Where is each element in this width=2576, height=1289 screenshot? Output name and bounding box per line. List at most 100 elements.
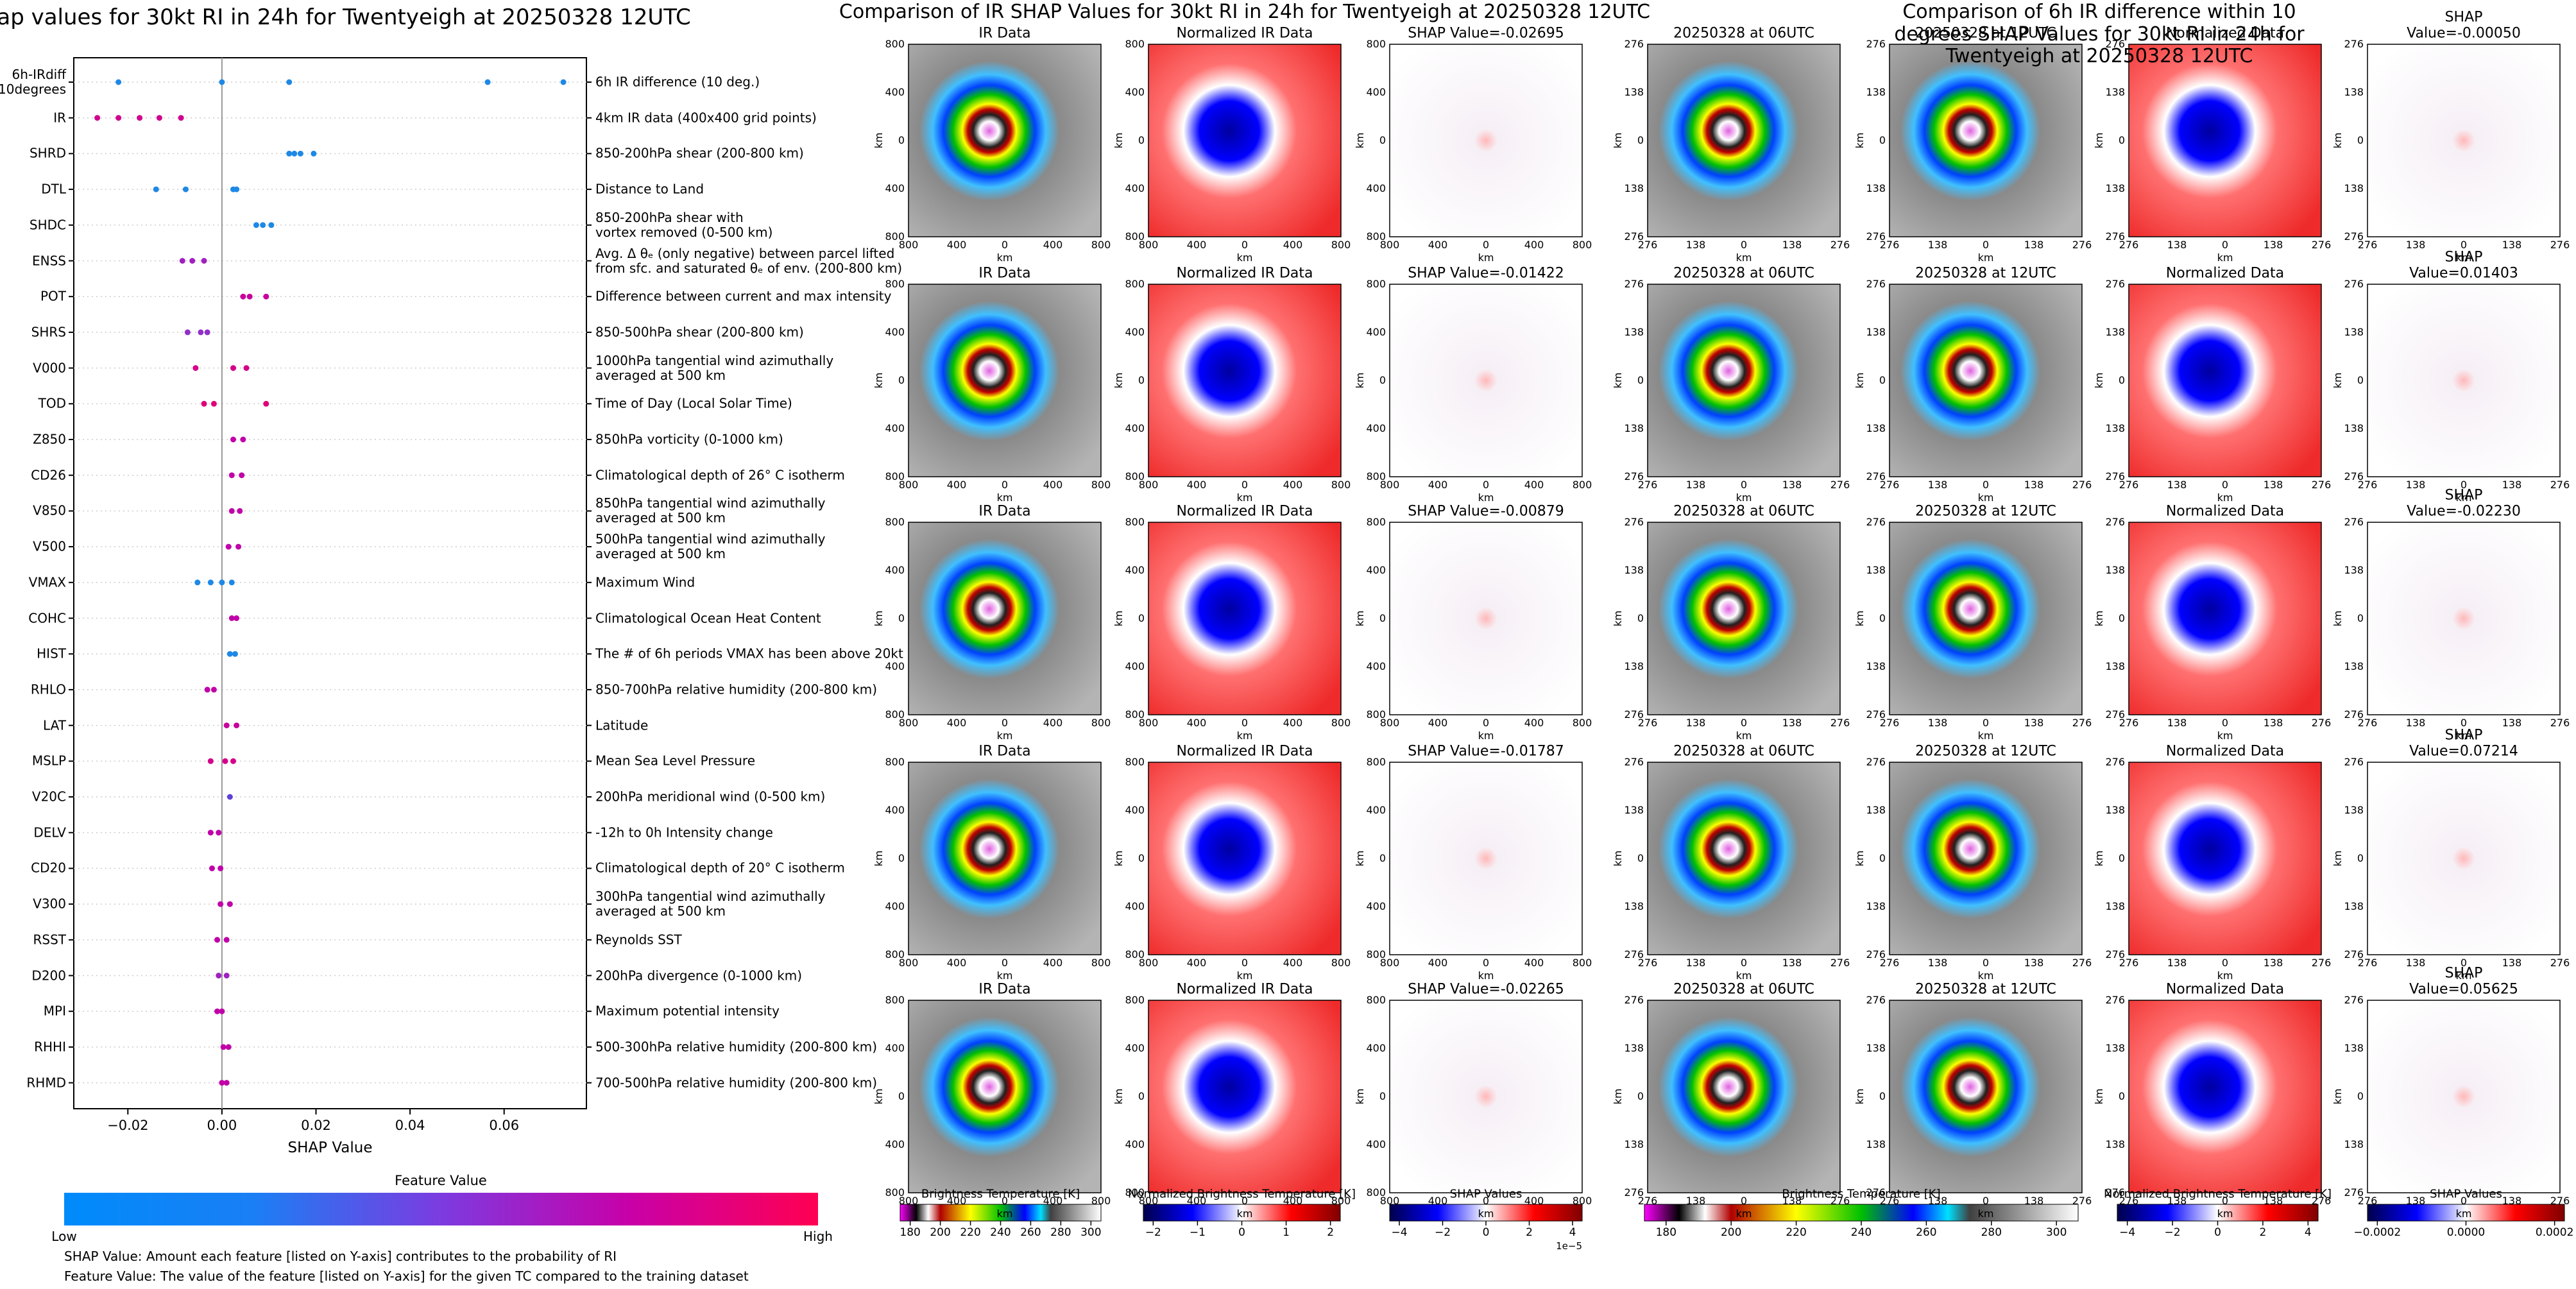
panel-title: Normalized IR Data — [1176, 25, 1313, 42]
panel-x-tick: 138 — [2167, 239, 2187, 251]
panel-x-tick: 800 — [898, 717, 919, 729]
colorbar-label: Brightness Temperature [K] — [921, 1187, 1080, 1201]
panel-y-tick: 400 — [1366, 803, 1386, 816]
panel-y-tick: 276 — [1866, 1186, 1886, 1199]
panel-y-tick: 276 — [1866, 515, 1886, 528]
x-axis-label: SHAP Value — [287, 1140, 373, 1156]
panel-x-tick: 276 — [1830, 239, 1850, 251]
point — [286, 150, 293, 157]
panel-y-tick: 400 — [885, 422, 905, 434]
panel-y-tick: 400 — [1366, 422, 1386, 434]
panel-x-label: km — [2455, 252, 2472, 264]
point — [230, 758, 236, 764]
y-tick-label: RSST — [33, 932, 66, 948]
panel-x-tick: 400 — [946, 239, 967, 251]
panel-x-tick: 138 — [2502, 239, 2522, 251]
panel-x-tick: 800 — [1331, 479, 1351, 491]
panel-y-tick: 138 — [2344, 422, 2364, 434]
panel-x-tick: 800 — [1331, 957, 1351, 969]
point — [286, 79, 293, 85]
panel-y-tick: 276 — [2344, 993, 2364, 1006]
panel-x-tick: 276 — [2550, 717, 2570, 729]
panel-y-tick: 0 — [1379, 1089, 1386, 1102]
colorbar-tick-label: 180 — [1655, 1226, 1677, 1239]
y-tick-label: RHMD — [26, 1075, 66, 1091]
panel-x-tick: 276 — [1830, 957, 1850, 969]
panel-x-label: km — [1977, 1208, 1994, 1220]
panel-y-tick: 800 — [1366, 277, 1386, 290]
panel-x-tick: 138 — [2405, 957, 2426, 969]
image-panel — [1647, 522, 1841, 715]
y-tick-label: VMAX — [28, 574, 66, 590]
colorbar-tick-label: 260 — [1916, 1226, 1937, 1239]
point — [219, 1080, 225, 1086]
panel-y-tick: 276 — [2105, 230, 2125, 243]
panel-y-label: km — [1853, 132, 1866, 149]
panel-x-tick: 0 — [1740, 239, 1748, 251]
panel-y-tick: 138 — [1624, 85, 1644, 98]
panel-y-tick: 276 — [1866, 948, 1886, 960]
point — [156, 115, 162, 121]
colorbar-tick-label: 0 — [1238, 1226, 1245, 1239]
panel-y-tick: 400 — [1125, 563, 1145, 576]
panel-y-tick: 0 — [1138, 373, 1145, 386]
panel-y-tick: 138 — [2344, 803, 2364, 816]
point — [216, 830, 222, 836]
panel-x-label: km — [2455, 730, 2472, 742]
panel-x-tick: 400 — [1524, 239, 1544, 251]
point — [115, 115, 122, 121]
panel-y-tick: 138 — [1624, 325, 1644, 338]
y-tick-label: POT — [40, 288, 66, 304]
panel-x-tick: 800 — [1572, 717, 1592, 729]
colorbar-tick-label: 180 — [900, 1226, 921, 1239]
panel-x-tick: 276 — [1879, 239, 1900, 251]
panel-x-tick: 400 — [1186, 717, 1207, 729]
feature-description: 850-200hPa shear (200-800 km) — [595, 145, 804, 161]
panel-x-tick: 400 — [946, 1195, 967, 1207]
panel-y-tick: 400 — [1366, 900, 1386, 912]
point — [234, 722, 240, 729]
panel-y-tick: 400 — [1366, 660, 1386, 672]
panel-y-tick: 0 — [2118, 851, 2125, 864]
panel-y-tick: 276 — [1624, 37, 1644, 50]
panel-x-tick: 138 — [2167, 479, 2187, 491]
image-panel — [1647, 284, 1841, 477]
image-panel — [1389, 522, 1583, 715]
panel-x-tick: 400 — [946, 479, 967, 491]
panel-y-tick: 276 — [2344, 708, 2364, 721]
panel-y-tick: 400 — [1366, 563, 1386, 576]
point — [137, 115, 143, 121]
y-tick-label: MPI — [43, 1003, 66, 1019]
panel-y-tick: 138 — [2105, 182, 2125, 194]
image-panel — [1889, 522, 2083, 715]
panel-x-tick: 0 — [2460, 239, 2468, 251]
colorbar-offset: 1e−5 — [1556, 1240, 1582, 1252]
panel-x-tick: 0 — [1982, 479, 1990, 491]
panel-y-tick: 276 — [1866, 277, 1886, 290]
panel-y-tick: 0 — [2118, 611, 2125, 624]
panel-y-tick: 138 — [2344, 1041, 2364, 1054]
panel-x-tick: 400 — [1043, 957, 1063, 969]
panel-y-tick: 276 — [2344, 755, 2364, 768]
panel-x-tick: 0 — [1241, 717, 1249, 729]
panel-x-tick: 800 — [1331, 1195, 1351, 1207]
panel-x-label: km — [996, 1208, 1013, 1220]
feature-description: Avg. Δ θₑ (only negative) between parcel… — [595, 245, 903, 276]
panel-y-tick: 0 — [1138, 611, 1145, 624]
point — [192, 365, 199, 371]
panel-y-tick: 276 — [2105, 37, 2125, 50]
panel-y-tick: 0 — [1879, 373, 1886, 386]
y-tick-label: IR — [53, 110, 66, 126]
panel-y-label: km — [872, 850, 885, 867]
image-panel — [1389, 284, 1583, 477]
panel-x-tick: 138 — [2502, 479, 2522, 491]
panel-x-tick: 138 — [1927, 479, 1948, 491]
panel-y-tick: 276 — [2105, 755, 2125, 768]
feature-description: Reynolds SST — [595, 932, 682, 948]
panel-x-tick: 0 — [1482, 717, 1490, 729]
x-tick-label: 0.02 — [301, 1118, 331, 1133]
point — [226, 794, 233, 800]
panel-y-tick: 138 — [1624, 660, 1644, 672]
panel-x-label: km — [1736, 252, 1752, 264]
panel-x-tick: 276 — [2311, 957, 2332, 969]
